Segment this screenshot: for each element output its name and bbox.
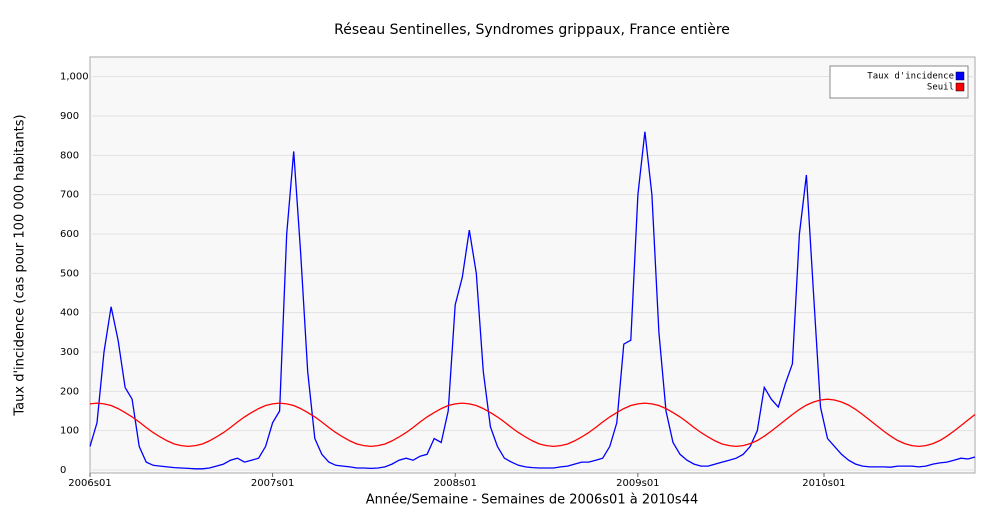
- series-line: [89, 398, 976, 448]
- y-tick-label: 1,000: [60, 72, 89, 83]
- y-tick-label: 800: [60, 150, 79, 161]
- chart-title: Réseau Sentinelles, Syndromes grippaux, …: [334, 22, 730, 38]
- x-tick-label: 2006s01: [68, 478, 111, 489]
- plot-area: [89, 56, 976, 474]
- y-tick-label: 300: [60, 347, 79, 358]
- y-tick-label: 700: [60, 190, 79, 201]
- series-line: [89, 131, 976, 470]
- y-tick-label: 0: [60, 465, 66, 476]
- legend-swatch: [955, 71, 965, 81]
- legend-swatch: [955, 82, 965, 92]
- x-tick-label: 2008s01: [434, 478, 477, 489]
- x-tick-label: 2009s01: [616, 478, 659, 489]
- y-tick-label: 500: [60, 268, 79, 279]
- legend-label: Taux d'incidence: [867, 72, 954, 82]
- x-tick-label: 2010s01: [802, 478, 845, 489]
- y-tick-label: 600: [60, 229, 79, 240]
- y-tick-label: 400: [60, 308, 79, 319]
- legend-box: [829, 65, 969, 99]
- y-tick-label: 200: [60, 386, 79, 397]
- x-tick-label: 2007s01: [251, 478, 294, 489]
- y-tick-label: 100: [60, 426, 79, 437]
- legend-label: Seuil: [927, 83, 954, 93]
- y-axis-label: Taux d'incidence (cas pour 100 000 habit…: [13, 114, 28, 416]
- x-axis-label: Année/Semaine - Semaines de 2006s01 à 20…: [366, 493, 698, 508]
- y-tick-label: 900: [60, 111, 79, 122]
